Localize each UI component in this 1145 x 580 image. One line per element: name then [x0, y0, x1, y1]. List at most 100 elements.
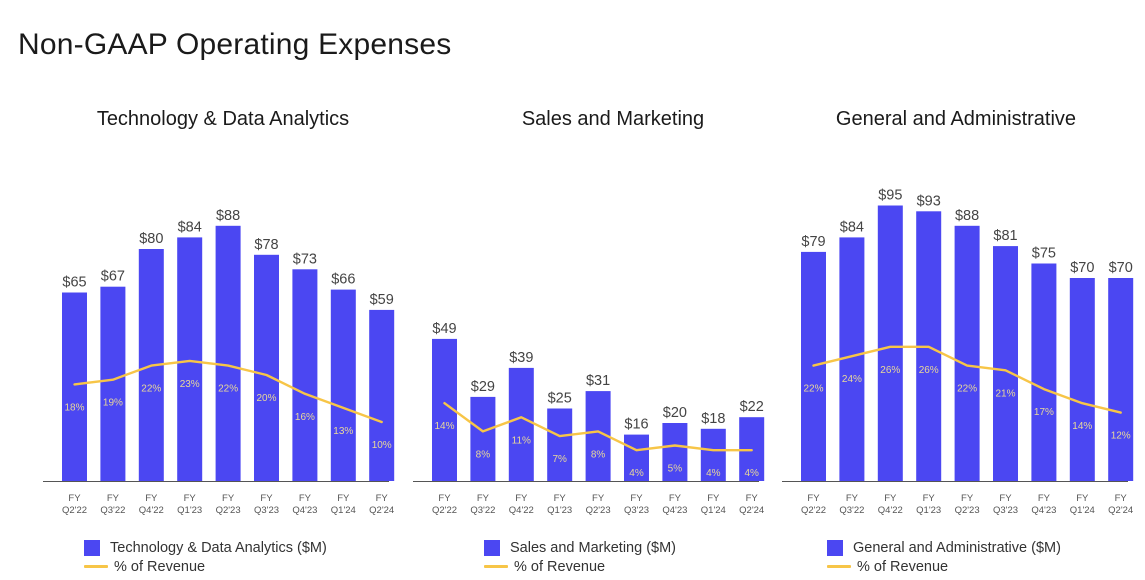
x-tick-label: Q3'23 [993, 505, 1018, 516]
bar [330, 289, 356, 481]
percent-revenue-line [443, 402, 753, 452]
bar-value-label: $65 [62, 275, 86, 291]
x-tick-label: Q2'23 [586, 505, 611, 516]
x-tick-label: Q1'24 [1070, 505, 1095, 516]
bar [62, 292, 87, 481]
bar [177, 237, 203, 481]
chart-2-legend: Sales and Marketing ($M) % of Revenue [484, 538, 676, 576]
x-tick-label: Q4'22 [139, 505, 164, 516]
bar [508, 367, 534, 481]
bar-value-label: $16 [624, 417, 648, 433]
bar-value-label: $20 [663, 405, 687, 421]
x-tick-label: FY [438, 493, 451, 504]
percent-label: 12% [1111, 431, 1131, 442]
legend-bar-label: Technology & Data Analytics ($M) [110, 539, 327, 556]
x-tick-label: FY [477, 493, 490, 504]
percent-label: 11% [512, 435, 531, 446]
x-tick-label: FY [1115, 493, 1128, 504]
bar-value-label: $80 [139, 231, 163, 247]
chart-3-legend: General and Administrative ($M) % of Rev… [827, 538, 1061, 576]
bar [624, 434, 649, 481]
x-tick-label: Q4'23 [662, 505, 687, 516]
bar [369, 309, 395, 481]
x-tick-label: Q2'24 [739, 505, 764, 516]
bar [470, 396, 496, 481]
legend-bar-label: General and Administrative ($M) [853, 539, 1061, 556]
percent-label: 18% [64, 402, 84, 413]
x-tick-label: Q3'23 [254, 505, 279, 516]
bar-value-label: $95 [878, 188, 902, 204]
x-tick-label: Q1'23 [547, 505, 572, 516]
line-legend-swatch [827, 565, 851, 568]
bar-value-label: $70 [1109, 260, 1133, 276]
chart-3-title: General and Administrative [835, 108, 1077, 130]
percent-label: 23% [180, 379, 200, 390]
percent-label: 22% [141, 384, 161, 395]
x-tick-label: Q3'22 [839, 505, 864, 516]
bar-value-label: $79 [801, 234, 825, 250]
percent-label: 8% [591, 449, 606, 460]
bar [100, 286, 126, 481]
x-tick-label: FY [222, 493, 235, 504]
percent-label: 14% [434, 421, 454, 432]
bar [215, 225, 241, 481]
percent-label: 13% [333, 426, 353, 437]
x-tick-label: FY [1038, 493, 1051, 504]
bar-value-label: $66 [331, 272, 355, 288]
x-tick-label: Q2'22 [62, 505, 87, 516]
x-tick-label: FY [630, 493, 643, 504]
x-tick-label: Q1'23 [916, 505, 941, 516]
x-tick-label: FY [376, 493, 389, 504]
legend-bar-label: Sales and Marketing ($M) [510, 539, 677, 556]
x-tick-label: FY [669, 493, 682, 504]
bar-value-label: $22 [740, 399, 764, 415]
bar-value-label: $84 [840, 219, 864, 235]
legend-line-label: % of Revenue [114, 558, 206, 575]
percent-label: 16% [295, 412, 315, 423]
bar-value-label: $31 [586, 373, 610, 389]
percent-label: 20% [256, 393, 276, 404]
percent-label: 22% [957, 384, 977, 395]
bar-value-label: $59 [370, 292, 394, 308]
bar-value-label: $81 [993, 228, 1017, 244]
x-tick-label: Q2'24 [1108, 505, 1133, 516]
percent-label: 14% [1072, 421, 1092, 432]
x-tick-label: Q4'23 [292, 505, 317, 516]
bar-value-label: $70 [1070, 260, 1094, 276]
bar [254, 254, 279, 481]
x-tick-label: Q1'24 [331, 505, 356, 516]
percent-label: 19% [103, 398, 123, 409]
percent-label: 7% [552, 454, 567, 465]
x-tick-label: FY [68, 493, 81, 504]
x-tick-label: FY [807, 493, 820, 504]
bar [877, 205, 903, 481]
x-tick-label: FY [299, 493, 312, 504]
x-tick-label: Q3'22 [470, 505, 495, 516]
bar-value-label: $93 [917, 193, 941, 209]
bar-value-label: $75 [1032, 246, 1056, 262]
bar-value-label: $25 [548, 391, 572, 407]
bar-value-label: $88 [216, 208, 240, 224]
x-tick-label: Q2'23 [955, 505, 980, 516]
percent-label: 4% [706, 468, 721, 479]
x-tick-label: Q2'23 [216, 505, 241, 516]
bar-value-label: $78 [254, 237, 278, 253]
line-legend-swatch [84, 565, 108, 568]
x-tick-label: FY [999, 493, 1012, 504]
bar [700, 428, 726, 481]
x-tick-label: FY [145, 493, 158, 504]
percent-label: 22% [218, 384, 238, 395]
percent-revenue-line [73, 359, 383, 424]
percent-label: 8% [476, 449, 491, 460]
x-tick-label: FY [746, 493, 759, 504]
percent-label: 10% [372, 440, 392, 451]
x-tick-label: FY [592, 493, 605, 504]
x-tick-label: FY [107, 493, 120, 504]
percent-label: 26% [919, 365, 939, 376]
x-tick-label: Q4'22 [878, 505, 903, 516]
x-tick-label: Q2'22 [801, 505, 826, 516]
bar [954, 225, 980, 481]
x-tick-label: FY [707, 493, 720, 504]
percent-label: 26% [880, 365, 900, 376]
